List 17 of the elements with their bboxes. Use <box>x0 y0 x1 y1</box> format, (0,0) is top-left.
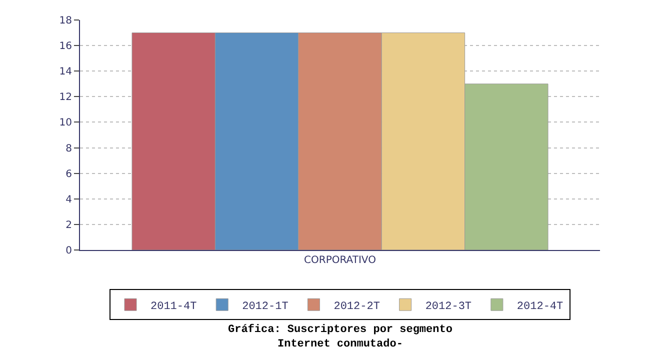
legend-label: 2012-3T <box>425 300 472 313</box>
legend-label: 2012-2T <box>334 300 380 313</box>
y-tick-label: 10 <box>59 118 72 129</box>
y-tick-label: 16 <box>59 41 72 52</box>
legend-label: 2012-4T <box>516 300 564 313</box>
y-tick-label: 6 <box>66 168 72 180</box>
y-tick-label: 12 <box>59 92 72 104</box>
legend-label: 2012-1T <box>242 300 289 313</box>
legend-label: 2011-4T <box>150 300 198 313</box>
y-tick-label: 4 <box>66 194 72 206</box>
x-tick-label: CORPORATIVO <box>304 255 376 266</box>
text: Gráfica: Suscriptores por segmento Internet conmutado- <box>228 323 453 350</box>
y-tick-label: 8 <box>66 143 72 154</box>
y-tick-label: 0 <box>66 246 72 256</box>
y-tick-label: 2 <box>66 220 72 231</box>
y-tick-label: 18 <box>59 16 72 26</box>
y-tick-label: 14 <box>59 66 72 78</box>
